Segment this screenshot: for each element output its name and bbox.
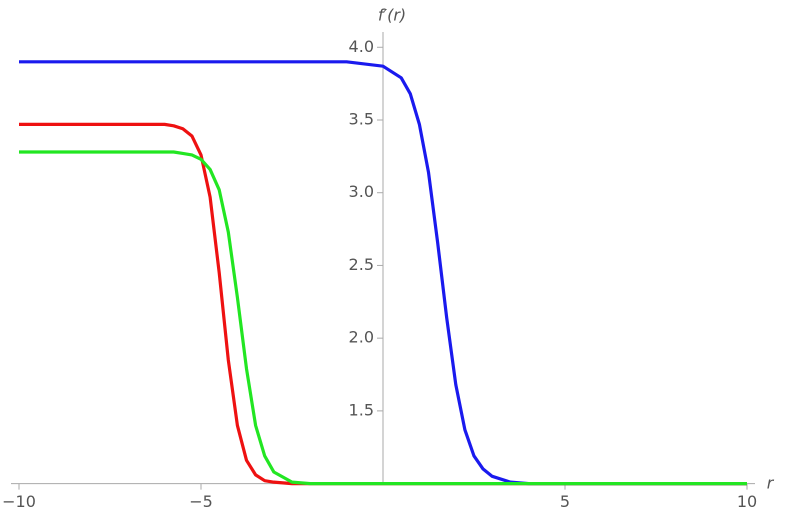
x-tick-label: 10: [737, 492, 757, 511]
y-tick-label: 3.0: [349, 182, 374, 201]
x-tick-label: 5: [560, 492, 570, 511]
series-line: [19, 150, 747, 486]
x-tick-label: −10: [2, 492, 36, 511]
y-tick-label: 4.0: [349, 37, 374, 56]
y-tick-label: 1.5: [349, 400, 374, 419]
x-axis-label: r: [767, 474, 775, 493]
y-tick-label: 2.0: [349, 328, 374, 347]
y-tick-label: 3.5: [349, 109, 374, 128]
y-tick-label: 2.5: [349, 255, 374, 274]
x-tick-label: −5: [189, 492, 213, 511]
y-axis-label: f′(r): [378, 6, 406, 25]
